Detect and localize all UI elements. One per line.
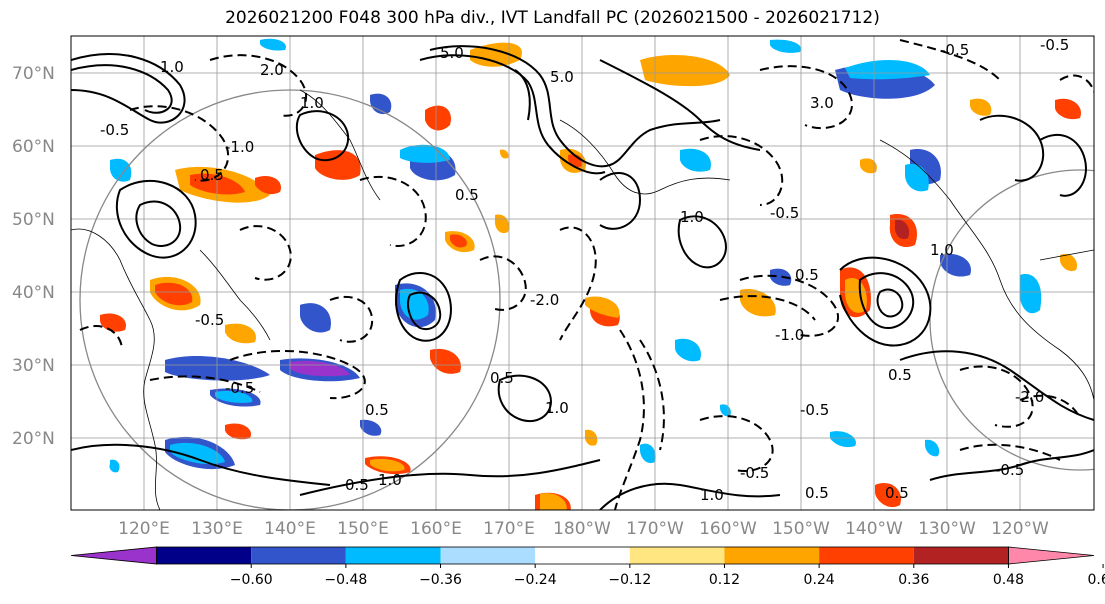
colorbar-bin xyxy=(440,547,536,564)
colorbar-bin xyxy=(913,547,1009,564)
contour-label: -0.5 xyxy=(1040,36,1069,54)
contour-label: 0.5 xyxy=(795,266,819,284)
lon-label: 150°E xyxy=(337,519,389,539)
contour-label: 1.0 xyxy=(378,471,402,489)
lon-label: 140°E xyxy=(264,519,316,539)
contour-label: 3.0 xyxy=(810,94,834,112)
colorbar-bin xyxy=(724,547,820,564)
contour-label: 0.5 xyxy=(888,366,912,384)
lat-label: 40°N xyxy=(12,283,55,303)
contour-label: 2.0 xyxy=(260,61,284,79)
graticule xyxy=(71,36,1094,510)
contour-labels: 5.0 5.0 1.0 2.0 3.0 1.0 -1.0 -0.5 0.5 0.… xyxy=(100,36,1069,504)
colorbar-tick-label: 0.60 xyxy=(1087,572,1105,588)
contour-label: 1.0 xyxy=(930,241,954,259)
colorbar-tick-label: −0.48 xyxy=(324,572,367,588)
contour-label: 1.0 xyxy=(545,399,569,417)
lat-label: 70°N xyxy=(12,64,55,84)
lon-label: 140°W xyxy=(845,519,903,539)
contour-label: 1.0 xyxy=(680,208,704,226)
range-circles xyxy=(79,89,1094,510)
colorbar: −0.60 −0.48 −0.36 −0.24 −0.12 0.12 0.24 0.36 0.4… xyxy=(70,546,1105,588)
contour-label: -2.0 xyxy=(1015,388,1044,406)
lon-label: 160°W xyxy=(699,519,757,539)
colorbar-tick-label: 0.12 xyxy=(709,572,740,588)
contour-label: 0.5 xyxy=(490,369,514,387)
lon-label: 130°W xyxy=(918,519,976,539)
colorbar-tick-label: 0.24 xyxy=(804,572,835,588)
colorbar-bin xyxy=(156,547,252,564)
plot-area xyxy=(71,36,1094,510)
dashed-contours xyxy=(79,39,1094,510)
colorbar-bin xyxy=(251,547,346,564)
contour-label: -0.5 xyxy=(770,204,799,222)
colorbar-frame xyxy=(156,546,1009,565)
lon-label: 130°E xyxy=(191,519,243,539)
colorbar-extend-max xyxy=(1008,546,1095,565)
contour-label: 0.5 xyxy=(200,166,224,184)
colorbar-bin xyxy=(629,547,725,564)
contour-label: -0.5 xyxy=(195,311,224,329)
lon-label: 180°W xyxy=(553,519,611,539)
solid-contours xyxy=(71,45,1094,510)
lon-label: 150°W xyxy=(772,519,830,539)
lat-label: 50°N xyxy=(12,210,55,230)
contour-label: 0.5 xyxy=(805,484,829,502)
contour-label: -2.0 xyxy=(530,291,559,309)
contour-label: -0.5 xyxy=(740,464,769,482)
colorbar-bin xyxy=(535,547,630,564)
contour-label: -0.5 xyxy=(800,401,829,419)
colorbar-tick-label: −0.60 xyxy=(230,572,273,588)
contour-label: 1.0 xyxy=(700,486,724,504)
contour-label: -0.5 xyxy=(100,121,129,139)
colorbar-tick-label: −0.12 xyxy=(608,572,651,588)
lat-label: 20°N xyxy=(12,429,55,449)
lon-label: 120°E xyxy=(118,519,170,539)
contour-label: 5.0 xyxy=(550,68,574,86)
contour-label: 1.0 xyxy=(160,58,184,76)
colorbar-tick-label: 0.36 xyxy=(898,572,929,588)
lon-axis: 120°E 130°E 140°E 150°E 160°E 170°E 180°… xyxy=(118,519,1049,539)
lat-label: 60°N xyxy=(12,137,55,157)
contour-label: 0.5 xyxy=(885,484,909,502)
colorbar-tick-label: −0.36 xyxy=(419,572,462,588)
contour-label: -0.5 xyxy=(225,379,254,397)
contour-label: 1.0 xyxy=(300,94,324,112)
lon-label: 120°W xyxy=(991,519,1049,539)
coastlines xyxy=(71,89,1094,510)
colorbar-bin xyxy=(345,547,441,564)
lon-label: 170°E xyxy=(483,519,535,539)
plot-frame xyxy=(70,35,1095,511)
contour-label: -1.0 xyxy=(775,326,804,344)
contour-label: -0.5 xyxy=(940,41,969,59)
contour-label: -1.0 xyxy=(225,138,254,156)
colorbar-extend-min xyxy=(70,546,157,565)
contour-label: 0.5 xyxy=(345,476,369,494)
colorbar-tick-label: −0.24 xyxy=(514,572,557,588)
lat-label: 30°N xyxy=(12,356,55,376)
contour-label: 0.5 xyxy=(455,186,479,204)
contour-label: 5.0 xyxy=(440,44,464,62)
lat-axis: 70°N 60°N 50°N 40°N 30°N 20°N xyxy=(12,64,55,449)
lon-label: 170°W xyxy=(626,519,684,539)
contour-label: -0.5 xyxy=(995,461,1024,479)
colorbar-tick-label: 0.48 xyxy=(993,572,1024,588)
colorbar-bin xyxy=(819,547,914,564)
contour-label: 0.5 xyxy=(365,401,389,419)
map-title: 2026021200 F048 300 hPa div., IVT Landfa… xyxy=(225,8,880,28)
lon-label: 160°E xyxy=(410,519,462,539)
